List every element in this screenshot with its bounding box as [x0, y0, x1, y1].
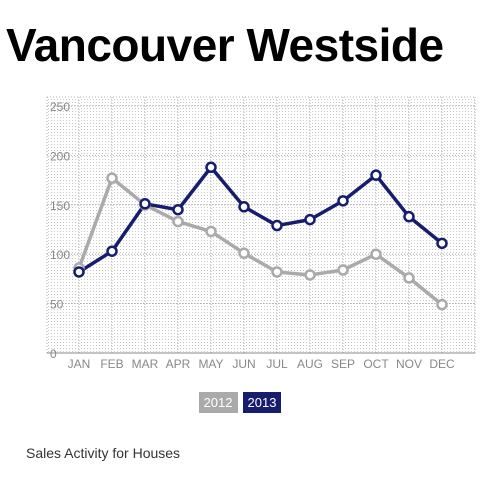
x-tick-label: MAY	[198, 357, 223, 371]
point-2012-DEC	[436, 298, 448, 311]
point-2012-APR	[172, 215, 184, 228]
point-2012-OCT	[370, 248, 382, 260]
point-2012-JUL	[271, 266, 283, 278]
chart-title: Vancouver Westside	[6, 19, 444, 71]
point-2012-FEB	[106, 172, 118, 184]
series-points	[73, 161, 448, 311]
point-2012-SEP	[337, 264, 349, 276]
series-lines	[77, 165, 444, 306]
y-tick-label: 50	[50, 298, 64, 312]
series-line-2013	[78, 165, 444, 274]
x-tick-label: AUG	[297, 357, 323, 371]
point-2012-MAY	[205, 225, 217, 238]
y-tick-label: 200	[50, 149, 70, 163]
plot-background	[47, 97, 475, 353]
y-axis-ticks: 0 50 100 150 200 250	[50, 100, 70, 361]
point-2013-DEC	[436, 237, 448, 250]
x-tick-label: JUN	[232, 357, 255, 371]
series-line-2012	[77, 176, 444, 306]
x-tick-label: DEC	[429, 357, 455, 371]
x-tick-label: OCT	[363, 357, 389, 371]
legend-item-2013: 2013	[242, 392, 282, 413]
point-2012-AUG	[304, 269, 316, 281]
legend: 2012 2013	[0, 392, 480, 413]
x-axis-ticks: JAN FEB MAR APR MAY JUN JUL AUG SEP OCT NOV DEC	[68, 357, 455, 371]
y-tick-label: 0	[50, 347, 57, 361]
chart-subtitle: Sales Activity for Houses	[26, 445, 181, 461]
plot-area	[47, 97, 475, 353]
x-tick-label: MAR	[132, 357, 159, 371]
point-2013-JUN	[238, 201, 250, 213]
point-2013-OCT	[370, 169, 382, 181]
point-2013-NOV	[403, 210, 415, 223]
point-2012-NOV	[403, 272, 415, 284]
y-tick-label: 100	[50, 248, 70, 262]
x-tick-label: NOV	[396, 357, 422, 371]
y-tick-label: 250	[50, 100, 70, 114]
point-2013-SEP	[337, 195, 349, 207]
point-2013-JUL	[271, 219, 283, 232]
point-2013-FEB	[106, 245, 118, 257]
y-tick-label: 150	[50, 199, 70, 213]
point-2013-MAY	[205, 161, 217, 174]
x-tick-label: SEP	[331, 357, 355, 371]
legend-item-2012: 2012	[198, 392, 238, 413]
x-tick-label: JAN	[68, 357, 91, 371]
x-tick-label: JUL	[266, 357, 288, 371]
point-2013-AUG	[304, 213, 316, 226]
point-2012-JUN	[238, 247, 250, 259]
x-tick-label: FEB	[100, 357, 123, 371]
grid-lines	[46, 96, 476, 354]
point-2013-APR	[172, 203, 184, 216]
point-2013-MAR	[139, 198, 151, 210]
point-2013-JAN	[73, 266, 85, 278]
x-tick-label: APR	[166, 357, 191, 371]
